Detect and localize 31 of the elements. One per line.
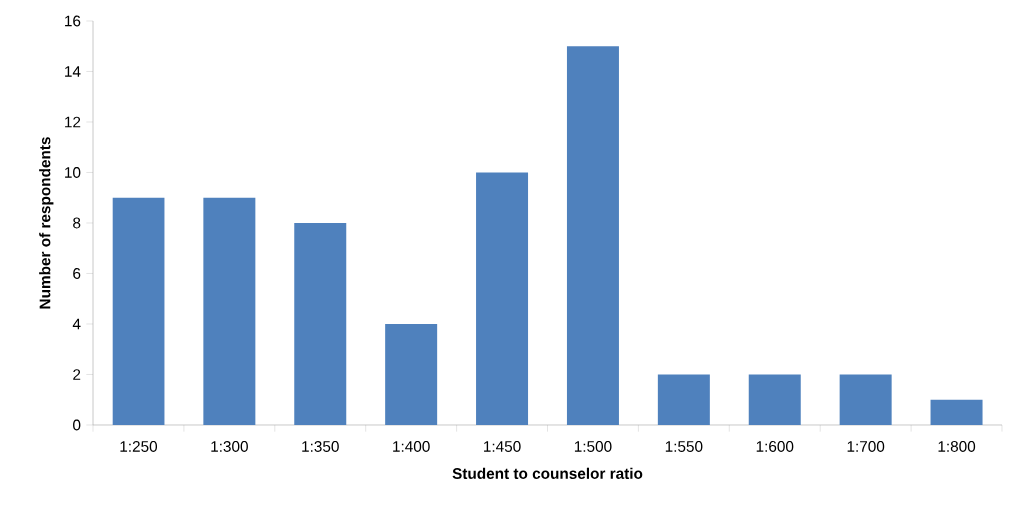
bar — [657, 374, 710, 425]
bar — [203, 197, 256, 425]
bar — [112, 197, 165, 425]
y-tick-label: 12 — [65, 116, 81, 128]
x-tick-label: 1:400 — [393, 441, 430, 452]
x-axis-title: Student to counselor ratio — [452, 467, 643, 479]
bar — [385, 323, 438, 425]
y-tick-label: 14 — [65, 66, 81, 77]
x-tick-label: 1:700 — [847, 441, 885, 452]
bar — [930, 399, 983, 425]
y-tick-label: 0 — [73, 419, 81, 431]
bar — [748, 374, 801, 425]
x-tick-label: 1:350 — [302, 441, 339, 452]
bar — [476, 172, 529, 425]
y-tick-label: 6 — [73, 268, 81, 279]
x-tick-label: 1:600 — [756, 441, 794, 452]
bar — [294, 222, 347, 425]
x-tick-label: 1:250 — [120, 441, 158, 452]
x-tick-label: 1:450 — [484, 441, 521, 452]
x-tick-label: 1:800 — [938, 441, 976, 452]
y-tick-label: 8 — [73, 217, 81, 229]
y-axis-title: Number of respondents — [39, 137, 54, 309]
x-tick-label: 1:550 — [665, 441, 703, 452]
bar — [839, 374, 892, 425]
bar — [566, 46, 619, 425]
y-tick-label: 16 — [65, 15, 81, 27]
x-tick-label: 1:500 — [574, 441, 612, 452]
y-tick-label: 2 — [73, 369, 81, 380]
y-tick-label: 10 — [65, 167, 81, 178]
y-tick-label: 4 — [72, 318, 81, 330]
x-tick-label: 1:300 — [211, 441, 248, 452]
